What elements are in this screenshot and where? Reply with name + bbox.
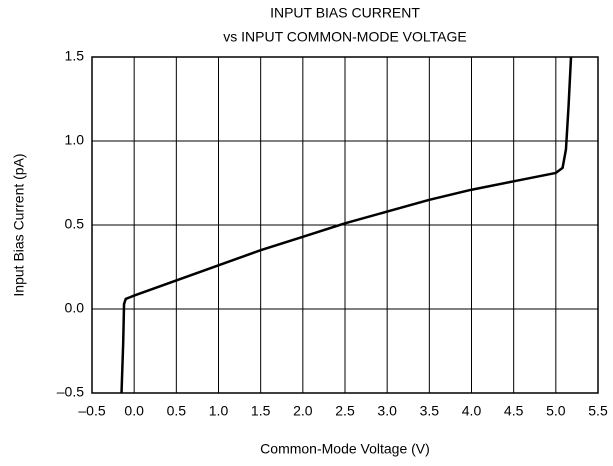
chart-title: INPUT BIAS CURRENT xyxy=(270,5,420,21)
x-tick-label: 4.5 xyxy=(504,403,524,419)
y-tick-label: 1.0 xyxy=(65,132,85,148)
y-tick-label: 0.5 xyxy=(65,216,85,232)
y-tick-label: 1.5 xyxy=(65,48,85,64)
x-tick-label: –0.5 xyxy=(78,403,105,419)
y-axis-label: Input Bias Current (pA) xyxy=(11,153,27,296)
x-tick-label: 2.5 xyxy=(335,403,355,419)
y-tick-label: –0.5 xyxy=(57,384,84,400)
line-series xyxy=(120,56,573,394)
x-tick-label: 3.0 xyxy=(377,403,397,419)
chart-subtitle: vs INPUT COMMON-MODE VOLTAGE xyxy=(223,29,466,45)
x-tick-label: 2.0 xyxy=(293,403,313,419)
x-tick-label: 3.5 xyxy=(420,403,440,419)
x-tick-label: 5.5 xyxy=(588,403,608,419)
x-tick-label: 0.0 xyxy=(124,403,144,419)
x-tick-label: 5.0 xyxy=(546,403,566,419)
y-tick-label: 0.0 xyxy=(65,300,85,316)
x-axis-label: Common-Mode Voltage (V) xyxy=(260,441,430,457)
plot-frame xyxy=(91,56,599,394)
x-tick-label: 1.5 xyxy=(251,403,271,419)
x-tick-label: 1.0 xyxy=(209,403,229,419)
x-tick-label: 4.0 xyxy=(462,403,482,419)
x-tick-label: 0.5 xyxy=(167,403,187,419)
